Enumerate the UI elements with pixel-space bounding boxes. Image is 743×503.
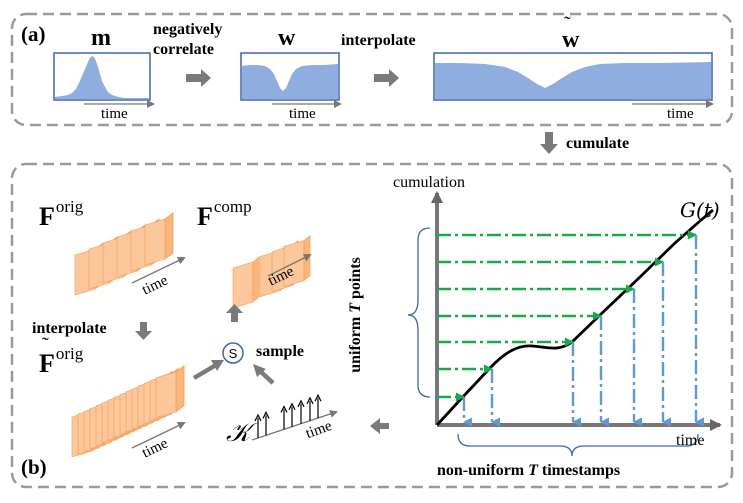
k-timestamp-arrowhead: [306, 396, 314, 405]
left-brace: [407, 227, 431, 398]
uniform-points-label: uniform T points: [347, 257, 364, 373]
plot-to-k-arrow: [370, 418, 389, 434]
interpolate-arrow-a: [374, 69, 399, 87]
stack-orig-time-arrow: [131, 256, 186, 284]
panel-a-box: [10, 12, 734, 127]
k-set-label: 𝒦: [226, 418, 251, 448]
k-timestamp-arrowhead: [314, 393, 322, 402]
orig-frame: [164, 212, 174, 260]
tilde-to-sample-arrow: [192, 363, 218, 380]
var-m-label: m: [91, 25, 111, 51]
k-timestamp-arrowhead: [254, 413, 262, 422]
curve-label: G(t): [680, 198, 720, 222]
interpolate-label-a: interpolate: [341, 32, 416, 49]
orig-tilde-frame: [175, 365, 185, 413]
panel-b-label: (b): [21, 455, 47, 479]
signal-m-time-label: time: [101, 106, 128, 122]
interpolate-label-b: interpolate: [32, 320, 107, 337]
k-timestamp-arrowhead: [262, 411, 270, 419]
frame-stack-orig-tilde: [71, 365, 185, 458]
negcorr-label-1: negatively: [153, 21, 223, 38]
orig-tilde-frame-face: [155, 371, 177, 419]
bottom-brace: [457, 433, 699, 457]
orig-frame-face: [144, 218, 166, 266]
cumulate-label: cumulate: [566, 135, 630, 152]
f-comp-label: Fcomp: [197, 197, 252, 231]
sample-label: sample: [256, 343, 304, 360]
k-timestamp-arrowhead: [297, 399, 305, 408]
k-to-sample-arrow: [258, 369, 275, 385]
nonuniform-timestamps-label: non-uniform T timestamps: [437, 462, 621, 479]
signal-w-time-label: time: [289, 106, 316, 122]
panel-b-box: [10, 162, 734, 489]
f-orig-label: Forig: [39, 197, 84, 231]
f-orig-tilde-label: Forig: [39, 344, 84, 378]
cumulate-arrow: [540, 132, 558, 154]
k-timestamp-arrowhead: [288, 402, 296, 411]
x-axis-label: time: [676, 432, 705, 449]
k-to-sample-arrowhead: [253, 364, 266, 377]
signal-w-tilde-time-label: time: [667, 106, 694, 122]
k-timestamp-arrowhead: [280, 405, 288, 413]
negcorr-label-2: correlate: [153, 41, 214, 58]
interpolate-arrow-b: [135, 322, 152, 340]
sample-symbol: S: [229, 346, 238, 361]
var-w-tilde-label: w: [562, 27, 580, 53]
tilde-to-sample-arrowhead: [211, 360, 224, 371]
stack-comp-time-arrow: [267, 254, 312, 277]
signal-w-tilde-box: [433, 52, 713, 101]
w-tilde-mark: ˜: [564, 13, 571, 35]
comp-frame: [232, 261, 254, 309]
frame-stack-orig: [74, 212, 174, 296]
var-w-label: w: [278, 25, 296, 51]
comp-frame-side: [252, 256, 260, 303]
sample-circle: [222, 342, 244, 364]
g-curve: [435, 208, 714, 426]
f-tilde-mark: ˜: [42, 334, 49, 356]
k-timestamp-arrows: [254, 393, 322, 439]
signal-m-box: [53, 52, 151, 101]
stack-orig-tilde-time-arrow: [131, 421, 186, 449]
panel-a-label: (a): [21, 22, 46, 46]
negcorr-arrow: [186, 69, 211, 87]
sample-up-arrow: [226, 304, 243, 322]
y-axis-label: cumulation: [393, 174, 465, 191]
signal-w-box: [240, 52, 340, 101]
cumulation-plot: [407, 191, 722, 457]
